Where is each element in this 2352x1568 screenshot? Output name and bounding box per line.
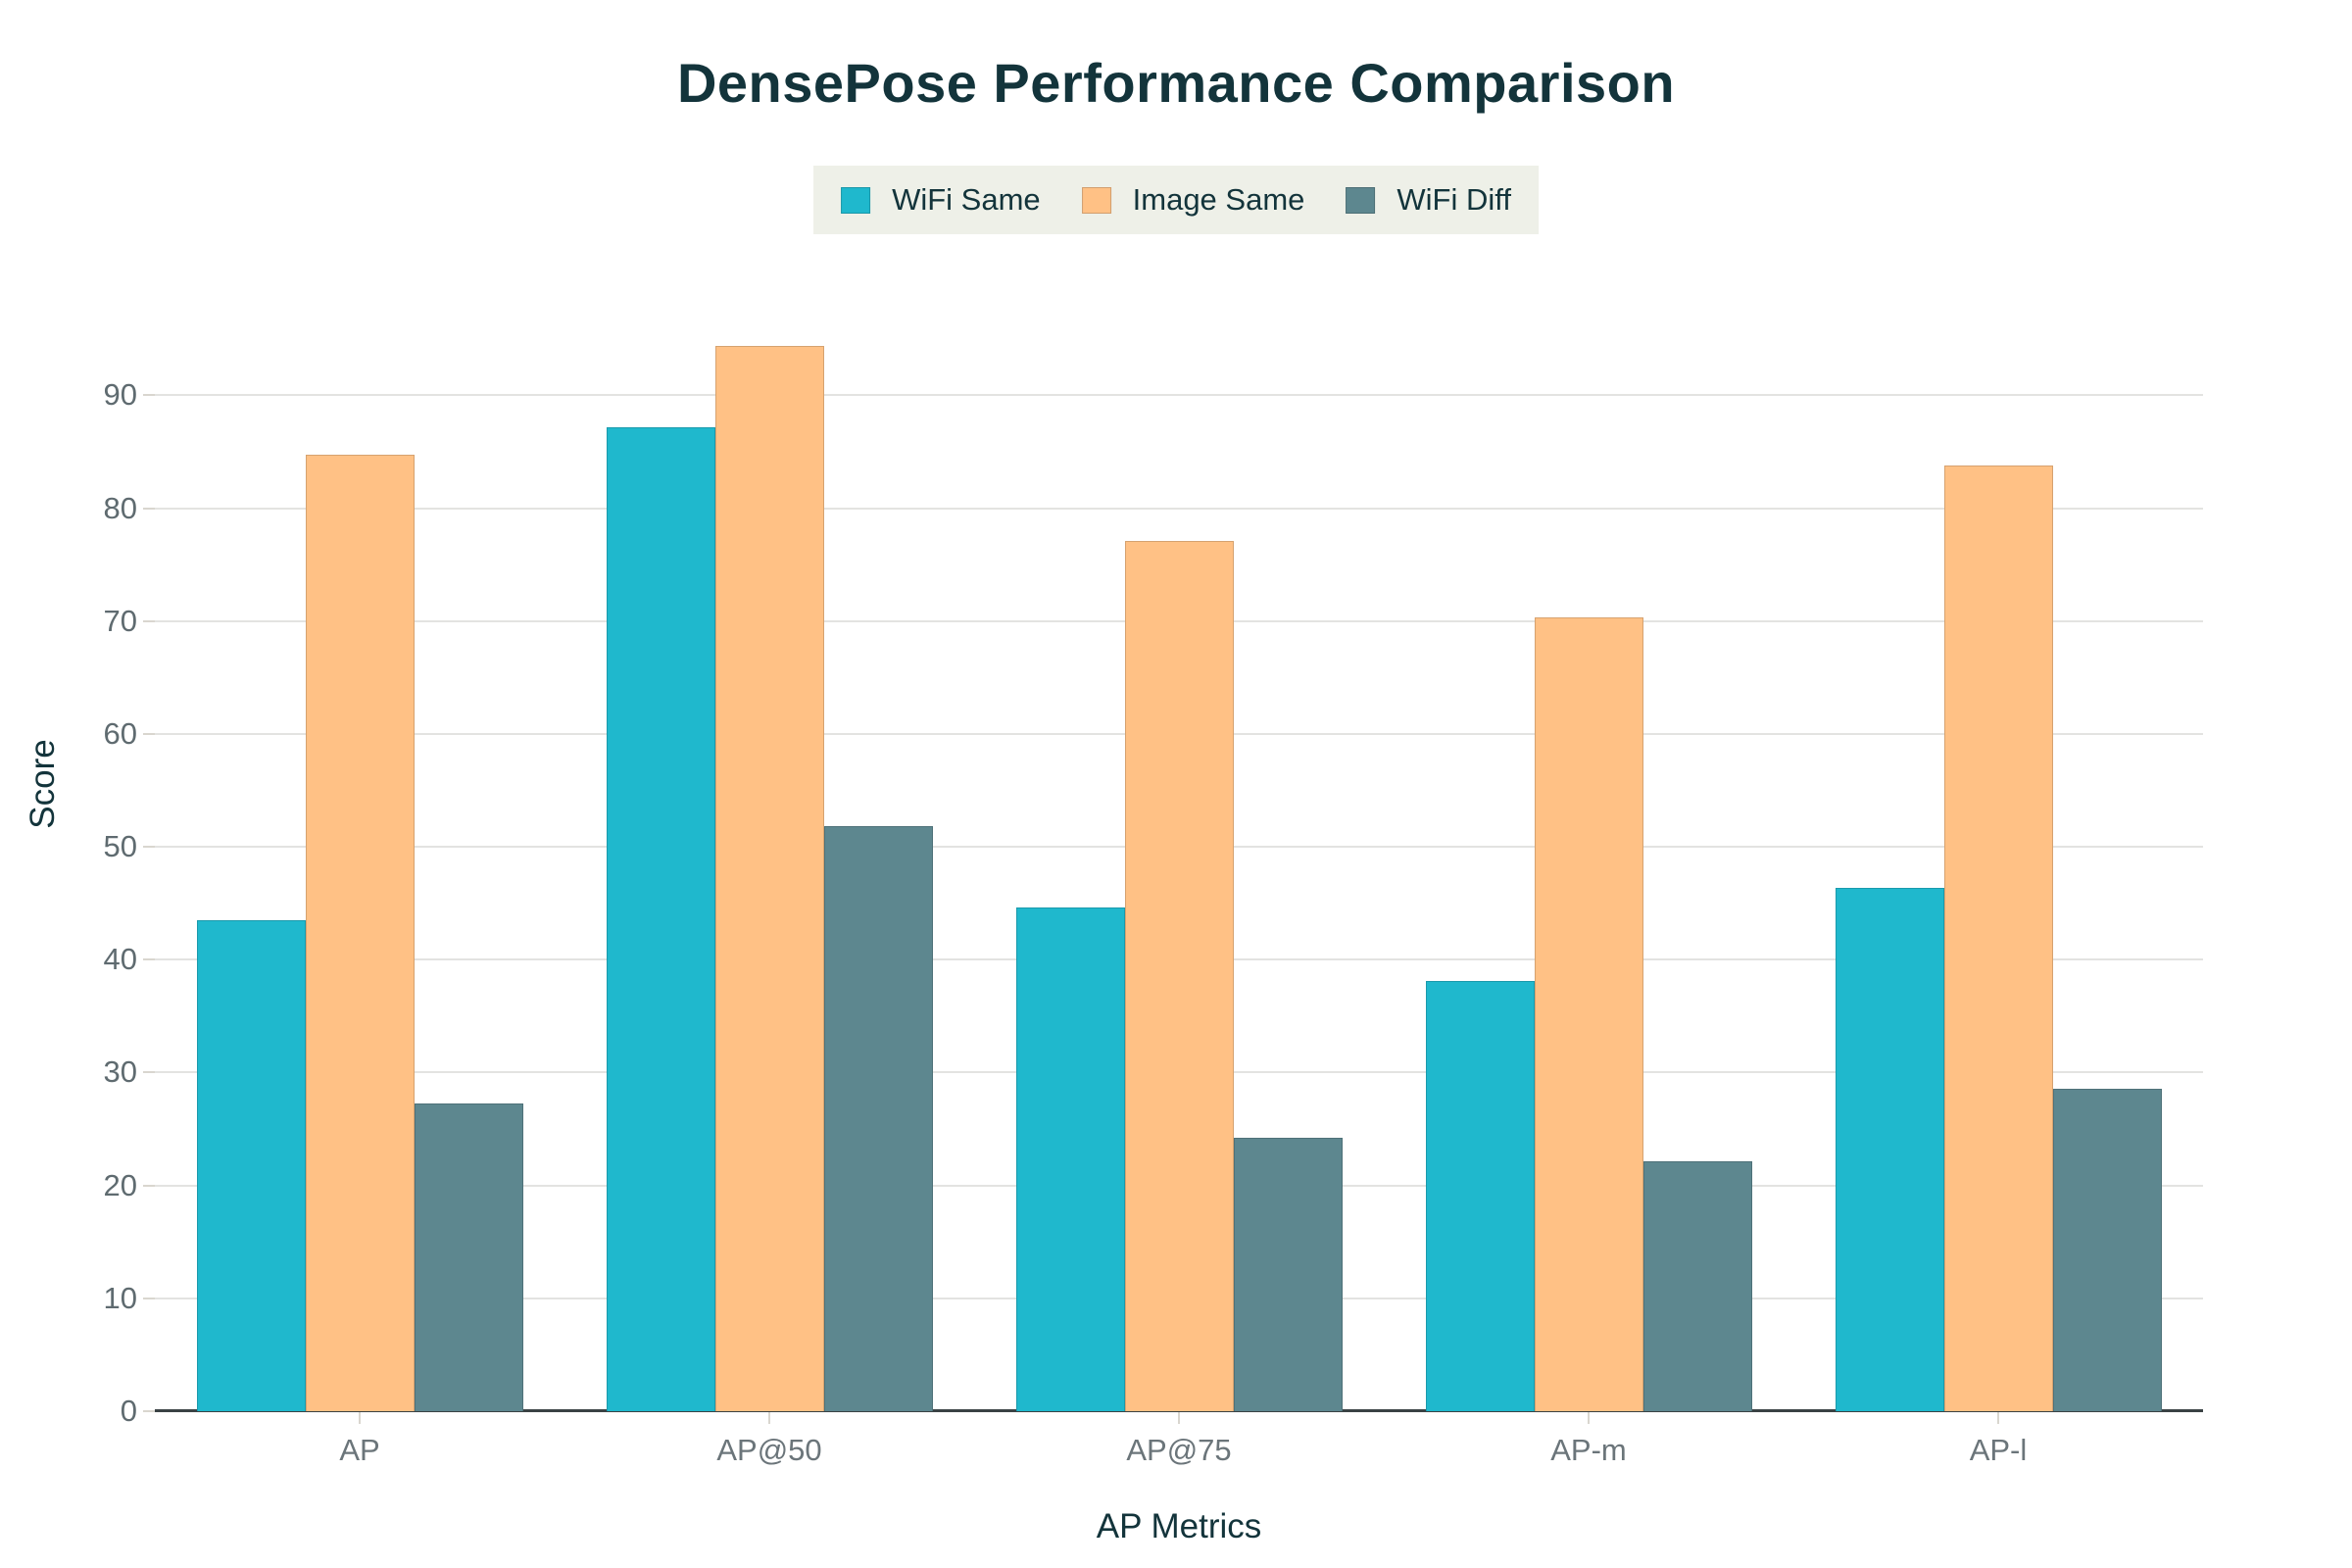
- x-tick-label-ap: AP: [339, 1433, 380, 1467]
- legend-swatch-wifi-same: [841, 186, 871, 214]
- y-tick-label-50: 50: [103, 829, 137, 864]
- legend-label-wifi-diff: WiFi Diff: [1396, 182, 1511, 217]
- bar-wifi-same-ap-m[interactable]: [1425, 981, 1535, 1411]
- x-tick-mark-ap-50: [768, 1412, 770, 1424]
- bar-image-same-ap[interactable]: [305, 455, 415, 1411]
- bar-image-same-ap-m[interactable]: [1534, 617, 1643, 1411]
- bar-wifi-diff-ap-50[interactable]: [823, 826, 933, 1411]
- y-tick-mark-20: [143, 1184, 155, 1187]
- y-tick-mark-0: [143, 1410, 155, 1412]
- bar-wifi-diff-ap-75[interactable]: [1233, 1138, 1343, 1411]
- y-tick-label-40: 40: [103, 942, 137, 977]
- y-tick-mark-40: [143, 958, 155, 961]
- legend-item-wifi-same[interactable]: WiFi Same: [841, 182, 1041, 218]
- y-axis-title: Score: [24, 739, 62, 829]
- bar-wifi-same-ap-50[interactable]: [606, 426, 715, 1411]
- gridline-80: [155, 507, 2203, 510]
- x-tick-label-ap-l: AP-l: [1969, 1433, 2028, 1467]
- y-tick-mark-90: [143, 394, 155, 397]
- x-tick-mark-ap-l: [1997, 1412, 1999, 1424]
- bar-image-same-ap-l[interactable]: [1943, 465, 2053, 1411]
- y-tick-mark-60: [143, 732, 155, 735]
- x-axis-title: AP Metrics: [1096, 1507, 1262, 1545]
- bar-image-same-ap-50[interactable]: [714, 345, 824, 1411]
- gridline-90: [155, 394, 2203, 397]
- y-tick-label-90: 90: [103, 377, 137, 413]
- x-tick-mark-ap-75: [1178, 1412, 1180, 1424]
- y-tick-mark-80: [143, 507, 155, 510]
- legend: WiFi Same Image Same WiFi Diff: [813, 166, 1539, 234]
- legend-label-image-same: Image Same: [1132, 182, 1305, 217]
- bar-wifi-diff-ap-l[interactable]: [2052, 1088, 2162, 1411]
- x-tick-label-ap-75: AP@75: [1126, 1433, 1232, 1467]
- legend-label-wifi-same: WiFi Same: [892, 182, 1041, 217]
- y-tick-label-0: 0: [120, 1394, 137, 1428]
- legend-swatch-image-same: [1081, 186, 1111, 214]
- y-tick-label-80: 80: [103, 490, 137, 525]
- legend-swatch-wifi-diff: [1346, 186, 1376, 214]
- bar-wifi-same-ap-l[interactable]: [1835, 887, 1944, 1411]
- y-tick-mark-30: [143, 1071, 155, 1074]
- bar-wifi-same-ap[interactable]: [196, 919, 306, 1411]
- y-tick-label-30: 30: [103, 1054, 137, 1090]
- chart-title: DensePose Performance Comparison: [676, 52, 1676, 114]
- y-tick-mark-10: [143, 1297, 155, 1299]
- legend-item-wifi-diff[interactable]: WiFi Diff: [1346, 182, 1511, 218]
- bar-image-same-ap-75[interactable]: [1124, 540, 1234, 1411]
- legend-item-image-same[interactable]: Image Same: [1081, 182, 1305, 218]
- bar-wifi-same-ap-75[interactable]: [1015, 907, 1125, 1411]
- bar-wifi-diff-ap[interactable]: [414, 1102, 523, 1411]
- y-tick-label-20: 20: [103, 1167, 137, 1202]
- x-tick-mark-ap: [359, 1412, 361, 1424]
- y-tick-mark-50: [143, 846, 155, 849]
- y-tick-label-70: 70: [103, 603, 137, 638]
- y-tick-label-60: 60: [103, 715, 137, 751]
- plot-area: [155, 333, 2203, 1412]
- x-tick-label-ap-m: AP-m: [1550, 1433, 1627, 1467]
- bar-wifi-diff-ap-m[interactable]: [1642, 1161, 1752, 1411]
- y-tick-label-10: 10: [103, 1280, 137, 1315]
- x-tick-mark-ap-m: [1588, 1412, 1590, 1424]
- y-tick-mark-70: [143, 619, 155, 622]
- x-tick-label-ap-50: AP@50: [716, 1433, 822, 1467]
